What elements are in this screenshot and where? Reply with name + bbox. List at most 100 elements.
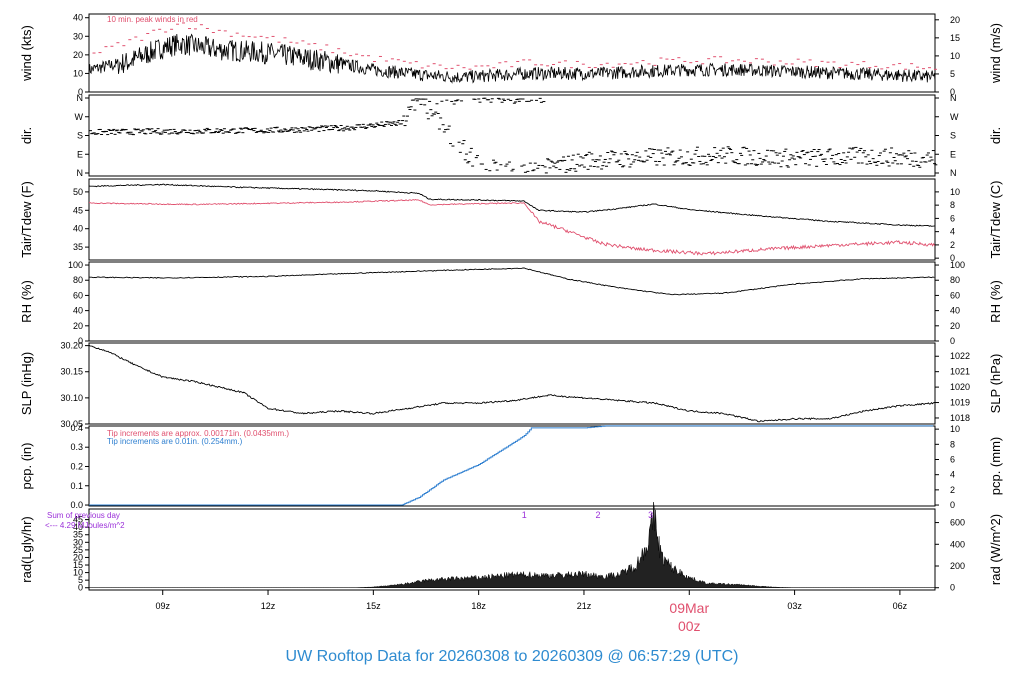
rh-left-tick-label: 60 [73, 290, 83, 300]
dir-left-tick-label: S [77, 131, 83, 141]
rad-sum-value: <--- 4.29 MJoules/m^2 [45, 521, 125, 530]
rad-left-tick-label: 30 [73, 537, 83, 547]
rh-left-axis-label: RH (%) [19, 280, 34, 323]
pcp-left-tick-label: 0.0 [70, 500, 83, 510]
slp-right-tick-label: 1022 [950, 351, 970, 361]
dir-left-tick-label: N [77, 93, 84, 103]
pcp-left-tick-label: 0.2 [70, 461, 83, 471]
wind-right-tick-label: 15 [950, 33, 960, 43]
temp-left-tick-label: 40 [73, 224, 83, 234]
relative-humidity-line [88, 267, 935, 296]
dir-left-axis-label: dir. [19, 127, 34, 144]
wind-left-tick-label: 10 [73, 68, 83, 78]
pcp-right-tick-label: 10 [950, 424, 960, 434]
temp-right-tick-label: 2 [950, 240, 955, 250]
air-temperature-line [88, 183, 935, 227]
rad-marker-2: 2 [595, 510, 600, 520]
pcp-left-tick-label: 0.3 [70, 442, 83, 452]
pcp-left-axis-label: pcp. (in) [19, 443, 34, 490]
dir-left-tick-label: W [75, 112, 84, 122]
time-tick-label: 03z [787, 601, 802, 611]
slp-left-tick-label: 30.15 [60, 367, 83, 377]
slp-panel-frame [88, 342, 936, 425]
dir-left-tick-label: E [77, 149, 83, 159]
rh-left-tick-label: 40 [73, 306, 83, 316]
temp-right-tick-label: 4 [950, 227, 955, 237]
time-tick-label: 12z [261, 601, 276, 611]
temp-panel-frame [88, 178, 936, 261]
temp-right-axis-label: Tair/Tdew (C) [988, 180, 1003, 258]
wind-right-tick-label: 20 [950, 15, 960, 25]
dir-right-tick-label: W [950, 112, 959, 122]
rad-left-tick-label: 0 [78, 583, 83, 593]
pcp-note-tip: Tip increments are 0.01in. (0.254mm.) [107, 437, 243, 446]
time-tick-label: 18z [471, 601, 486, 611]
wind-right-tick-label: 0 [950, 87, 955, 97]
pcp-left-tick-label: 0.1 [70, 481, 83, 491]
rad-left-tick-label: 20 [73, 552, 83, 562]
temp-right-tick-label: 0 [950, 253, 955, 263]
rad-left-tick-label: 10 [73, 568, 83, 578]
slp-right-axis-label: SLP (hPa) [988, 354, 1003, 414]
rad-left-tick-label: 15 [73, 560, 83, 570]
rad-right-tick-label: 600 [950, 518, 965, 528]
temp-right-tick-label: 10 [950, 187, 960, 197]
rh-right-axis-label: RH (%) [988, 280, 1003, 323]
wind-left-axis-label: wind (kts) [19, 25, 34, 82]
rad-left-tick-label: 45 [73, 515, 83, 525]
temp-right-tick-label: 6 [950, 213, 955, 223]
dewpoint-line [88, 198, 935, 256]
rh-right-tick-label: 40 [950, 306, 960, 316]
rh-right-tick-label: 100 [950, 260, 965, 270]
rad-marker-1: 1 [522, 510, 527, 520]
wind-right-axis-label: wind (m/s) [988, 23, 1003, 84]
wind-left-tick-label: 0 [78, 87, 83, 97]
slp-left-tick-label: 30.20 [60, 341, 83, 351]
rh-left-tick-label: 80 [73, 275, 83, 285]
rad-right-tick-label: 200 [950, 561, 965, 571]
rad-right-tick-label: 0 [950, 583, 955, 593]
rh-right-tick-label: 20 [950, 321, 960, 331]
slp-right-tick-label: 1019 [950, 398, 970, 408]
rh-left-tick-label: 0 [78, 336, 83, 346]
rad-right-tick-label: 400 [950, 539, 965, 549]
figure-title: UW Rooftop Data for 20260308 to 20260309… [285, 648, 739, 665]
wind-right-tick-label: 5 [950, 69, 955, 79]
rad-left-tick-label: 5 [78, 575, 83, 585]
dir-right-tick-label: S [950, 131, 956, 141]
temp-left-tick-label: 45 [73, 205, 83, 215]
pressure-line [88, 344, 935, 423]
slp-right-tick-label: 1021 [950, 367, 970, 377]
pcp-left-tick-label: 0.4 [70, 423, 83, 433]
dir-right-tick-label: N [950, 168, 957, 178]
temp-left-axis-label: Tair/Tdew (F) [19, 181, 34, 258]
temp-left-tick-label: 50 [73, 187, 83, 197]
rad-left-tick-label: 25 [73, 545, 83, 555]
wind-speed-line [88, 33, 936, 84]
slp-left-axis-label: SLP (inHg) [19, 352, 34, 415]
rh-right-tick-label: 0 [950, 336, 955, 346]
pcp-right-axis-label: pcp. (mm) [988, 437, 1003, 496]
rad-marker-3: 3 [648, 510, 653, 520]
pcp-right-tick-label: 0 [950, 500, 955, 510]
wind-panel-frame [88, 13, 936, 93]
rh-left-tick-label: 20 [73, 321, 83, 331]
dir-right-tick-label: N [950, 93, 957, 103]
time-tick-label: 15z [366, 601, 381, 611]
pcp-right-tick-label: 4 [950, 470, 955, 480]
rad-right-axis-label: rad (W/m^2) [988, 514, 1003, 585]
dir-left-tick-label: N [77, 168, 84, 178]
slp-right-tick-label: 1018 [950, 413, 970, 423]
dir-panel-frame [88, 94, 936, 177]
radiation-area [89, 502, 935, 588]
wind-left-tick-label: 20 [73, 50, 83, 60]
temp-left-tick-label: 35 [73, 242, 83, 252]
pcp-right-tick-label: 6 [950, 454, 955, 464]
rad-left-tick-label: 35 [73, 530, 83, 540]
date-label: 09Mar [669, 600, 709, 616]
time-tick-label: 09z [155, 601, 170, 611]
wind-right-tick-label: 10 [950, 51, 960, 61]
rad-sum-note: Sum of previous day [47, 511, 120, 520]
slp-right-tick-label: 1020 [950, 382, 970, 392]
